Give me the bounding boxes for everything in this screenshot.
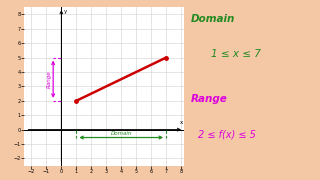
Text: x: x <box>180 120 183 125</box>
Text: Domain: Domain <box>191 14 235 24</box>
Text: 1 ≤ x ≤ 7: 1 ≤ x ≤ 7 <box>211 49 261 59</box>
Text: 2 ≤ f(x) ≤ 5: 2 ≤ f(x) ≤ 5 <box>198 130 255 140</box>
Text: Range: Range <box>47 70 52 88</box>
Text: Domain: Domain <box>110 131 132 136</box>
Text: Range: Range <box>191 94 228 104</box>
Text: y: y <box>64 9 67 14</box>
